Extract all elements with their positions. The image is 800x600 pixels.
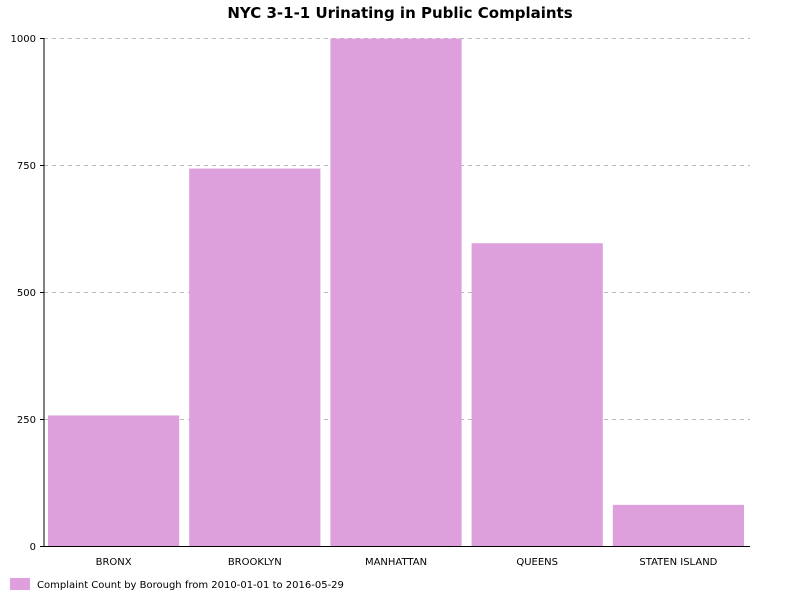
bar-staten-island bbox=[612, 504, 744, 546]
x-tick-label: STATEN ISLAND bbox=[639, 557, 717, 568]
y-tick-label: 250 bbox=[17, 415, 36, 426]
y-tick-label: 750 bbox=[17, 161, 36, 172]
bar-bronx bbox=[48, 415, 180, 546]
bar-queens bbox=[471, 243, 603, 546]
y-tick-label: 500 bbox=[17, 288, 36, 299]
y-tick-label: 0 bbox=[30, 542, 36, 553]
x-tick-label: BRONX bbox=[96, 557, 132, 568]
x-tick-label: BROOKLYN bbox=[228, 557, 282, 568]
legend-label: Complaint Count by Borough from 2010-01-… bbox=[37, 580, 344, 591]
x-tick-label: MANHATTAN bbox=[365, 557, 427, 568]
bar-manhattan bbox=[330, 38, 462, 547]
chart-title: NYC 3-1-1 Urinating in Public Complaints bbox=[227, 4, 572, 22]
x-tick-label: QUEENS bbox=[516, 557, 558, 568]
y-tick-label: 1000 bbox=[11, 34, 36, 45]
x-tick-labels: BRONX BROOKLYN MANHATTAN QUEENS STATEN ISLAN… bbox=[96, 557, 718, 568]
bars bbox=[48, 38, 744, 547]
legend-swatch bbox=[10, 578, 30, 590]
legend: Complaint Count by Borough from 2010-01-… bbox=[10, 578, 344, 591]
bar-brooklyn bbox=[189, 168, 321, 546]
y-tick-labels: 0 250 500 750 1000 bbox=[11, 34, 44, 553]
